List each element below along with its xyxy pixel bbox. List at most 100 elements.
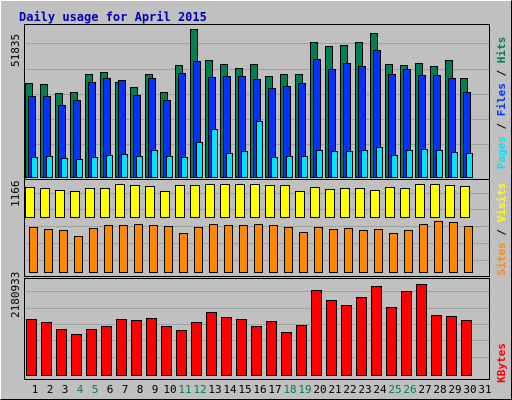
side-label-part-2-0: KBytes xyxy=(495,343,508,383)
bar-kbytes-day-4 xyxy=(71,334,82,376)
bar-kbytes-day-1 xyxy=(26,319,37,376)
bar-visits-day-9 xyxy=(145,186,155,218)
bar-sites-day-1 xyxy=(29,227,38,273)
bar-visits-day-11 xyxy=(175,185,185,218)
bar-pages-day-27 xyxy=(421,149,428,178)
bar-sites-day-18 xyxy=(284,227,293,273)
bar-visits-day-20 xyxy=(310,187,320,218)
bar-sites-day-17 xyxy=(269,225,278,273)
bar-pages-day-5 xyxy=(91,157,98,178)
bar-visits-day-17 xyxy=(265,185,275,218)
bar-pages-day-13 xyxy=(211,129,218,178)
bar-kbytes-day-17 xyxy=(266,321,277,376)
bar-pages-day-25 xyxy=(391,155,398,178)
side-label-part-1-2: Visits xyxy=(495,183,508,223)
side-label-part-1-0: Sites xyxy=(495,242,508,275)
bar-kbytes-day-30 xyxy=(461,320,472,376)
bar-visits-day-12 xyxy=(190,185,200,218)
bar-sites-day-5 xyxy=(89,228,98,273)
day-label-10: 10 xyxy=(163,383,176,396)
bar-kbytes-day-21 xyxy=(326,300,337,376)
bars xyxy=(25,29,473,376)
bar-pages-day-8 xyxy=(136,156,143,178)
bar-visits-day-3 xyxy=(55,190,65,218)
bar-sites-day-22 xyxy=(344,228,353,273)
side-label-part-0-1: / xyxy=(495,116,508,136)
day-label-27: 27 xyxy=(418,383,431,396)
bar-pages-day-21 xyxy=(331,151,338,178)
day-label-3: 3 xyxy=(62,383,69,396)
panel-visits-sites-ymax-label: 1166 xyxy=(9,181,22,208)
bar-visits-day-30 xyxy=(460,186,470,218)
bar-kbytes-day-29 xyxy=(446,316,457,376)
day-label-18: 18 xyxy=(283,383,296,396)
bar-kbytes-day-9 xyxy=(146,318,157,376)
bar-kbytes-day-22 xyxy=(341,305,352,376)
day-label-28: 28 xyxy=(433,383,446,396)
day-label-7: 7 xyxy=(122,383,129,396)
bar-visits-day-6 xyxy=(100,188,110,218)
bar-kbytes-day-18 xyxy=(281,332,292,376)
bar-sites-day-2 xyxy=(44,229,53,273)
bar-visits-day-23 xyxy=(355,188,365,218)
day-label-31: 31 xyxy=(478,383,491,396)
bar-kbytes-day-14 xyxy=(221,317,232,376)
bar-pages-day-9 xyxy=(151,150,158,178)
bar-visits-day-22 xyxy=(340,188,350,218)
day-label-23: 23 xyxy=(358,383,371,396)
bar-sites-day-25 xyxy=(389,233,398,273)
bar-pages-day-10 xyxy=(166,156,173,178)
bar-kbytes-day-6 xyxy=(101,326,112,376)
bar-sites-day-7 xyxy=(119,225,128,273)
bar-sites-day-4 xyxy=(74,236,83,273)
bar-visits-day-8 xyxy=(130,185,140,218)
bar-sites-day-26 xyxy=(404,230,413,273)
bar-pages-day-1 xyxy=(31,157,38,178)
bar-kbytes-day-23 xyxy=(356,297,367,376)
day-label-2: 2 xyxy=(47,383,54,396)
bar-kbytes-day-5 xyxy=(86,329,97,376)
day-label-5: 5 xyxy=(92,383,99,396)
bar-visits-day-4 xyxy=(70,191,80,218)
day-label-14: 14 xyxy=(223,383,237,396)
bar-pages-day-7 xyxy=(121,154,128,178)
bar-visits-day-25 xyxy=(385,187,395,218)
bar-sites-day-28 xyxy=(434,221,443,273)
bar-kbytes-day-15 xyxy=(236,319,247,376)
bar-pages-day-3 xyxy=(61,158,68,178)
bar-pages-day-18 xyxy=(286,156,293,178)
bar-visits-day-16 xyxy=(250,184,260,218)
bar-pages-day-26 xyxy=(406,150,413,178)
bar-visits-day-18 xyxy=(280,185,290,218)
bar-pages-day-2 xyxy=(46,156,53,178)
bar-pages-day-23 xyxy=(361,150,368,178)
side-label-part-0-4: Hits xyxy=(495,37,508,64)
bar-sites-day-19 xyxy=(299,232,308,273)
bar-kbytes-day-11 xyxy=(176,330,187,376)
side-label-part-0-3: / xyxy=(495,63,508,83)
day-label-30: 30 xyxy=(463,383,476,396)
side-label-part-0-0: Pages xyxy=(495,136,508,169)
bar-kbytes-day-3 xyxy=(56,329,67,376)
bar-pages-day-19 xyxy=(301,156,308,178)
panel-hits-files-pages-ymax-label: 51835 xyxy=(9,34,22,67)
bar-pages-day-15 xyxy=(241,151,248,178)
bar-pages-day-16 xyxy=(256,121,263,178)
bar-sites-day-11 xyxy=(179,233,188,273)
day-label-21: 21 xyxy=(328,383,341,396)
side-label-part-0-2: Files xyxy=(495,83,508,116)
bar-sites-day-3 xyxy=(59,230,68,273)
panel-kbytes-ymax-label: 2180933 xyxy=(9,272,22,318)
bar-sites-day-23 xyxy=(359,230,368,273)
day-label-4: 4 xyxy=(77,383,84,396)
bar-pages-day-28 xyxy=(436,150,443,178)
bar-pages-day-17 xyxy=(271,157,278,178)
bar-pages-day-6 xyxy=(106,155,113,178)
day-label-25: 25 xyxy=(388,383,401,396)
bar-visits-day-5 xyxy=(85,188,95,218)
panel-kbytes-side-label: KBytes xyxy=(495,343,508,383)
bar-visits-day-1 xyxy=(25,187,35,218)
bar-visits-day-24 xyxy=(370,190,380,218)
bar-visits-day-28 xyxy=(430,184,440,218)
bar-sites-day-8 xyxy=(134,224,143,273)
